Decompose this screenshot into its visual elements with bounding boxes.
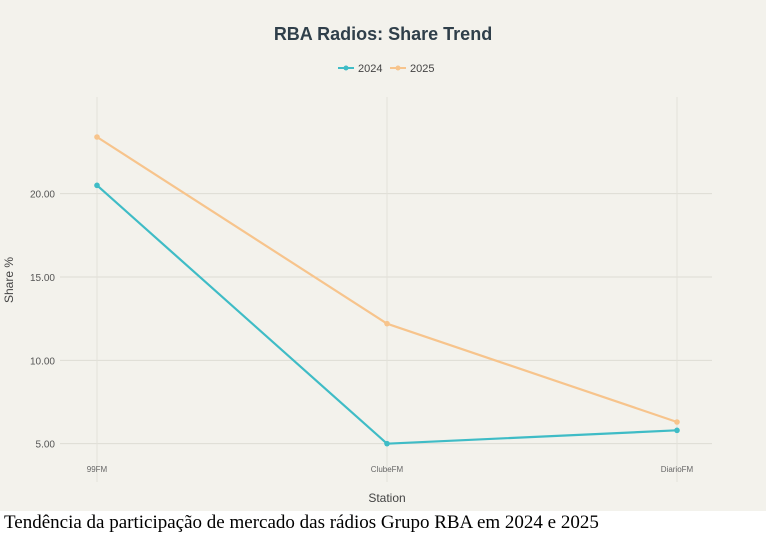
data-point-2025 [674,419,680,425]
x-tick-label: DiarioFM [661,465,694,474]
grid [60,97,712,482]
y-tick-label: 20.00 [30,190,55,201]
x-tick-label: ClubeFM [371,465,404,474]
chart-panel: RBA Radios: Share Trend 2024 2025 5.00 10.… [0,0,766,511]
data-point-2024 [94,182,100,189]
figure-caption: Tendência da participação de mercado das… [4,512,599,533]
chart-title: RBA Radios: Share Trend [274,24,492,44]
y-axis-ticks: 5.00 10.00 15.00 20.00 [30,190,55,451]
legend-label-2024: 2024 [358,63,382,75]
data-point-2024 [674,427,680,434]
data-point-2025 [384,320,390,327]
legend-marker-2024 [343,65,349,71]
data-point-2025 [94,134,100,140]
y-tick-label: 5.00 [36,440,56,451]
x-tick-label: 99FM [87,465,108,474]
legend: 2024 2025 [338,63,434,75]
series-lines [94,134,680,447]
x-axis-ticks: 99FM ClubeFM DiarioFM [87,465,694,474]
y-tick-label: 10.00 [30,356,55,367]
legend-label-2025: 2025 [410,63,434,75]
x-axis-label: Station [368,491,405,505]
line-chart: RBA Radios: Share Trend 2024 2025 5.00 10.… [2,24,712,505]
legend-marker-2025 [395,65,401,71]
data-point-2024 [384,440,390,447]
y-axis-label: Share % [2,257,16,303]
y-tick-label: 15.00 [30,273,55,284]
